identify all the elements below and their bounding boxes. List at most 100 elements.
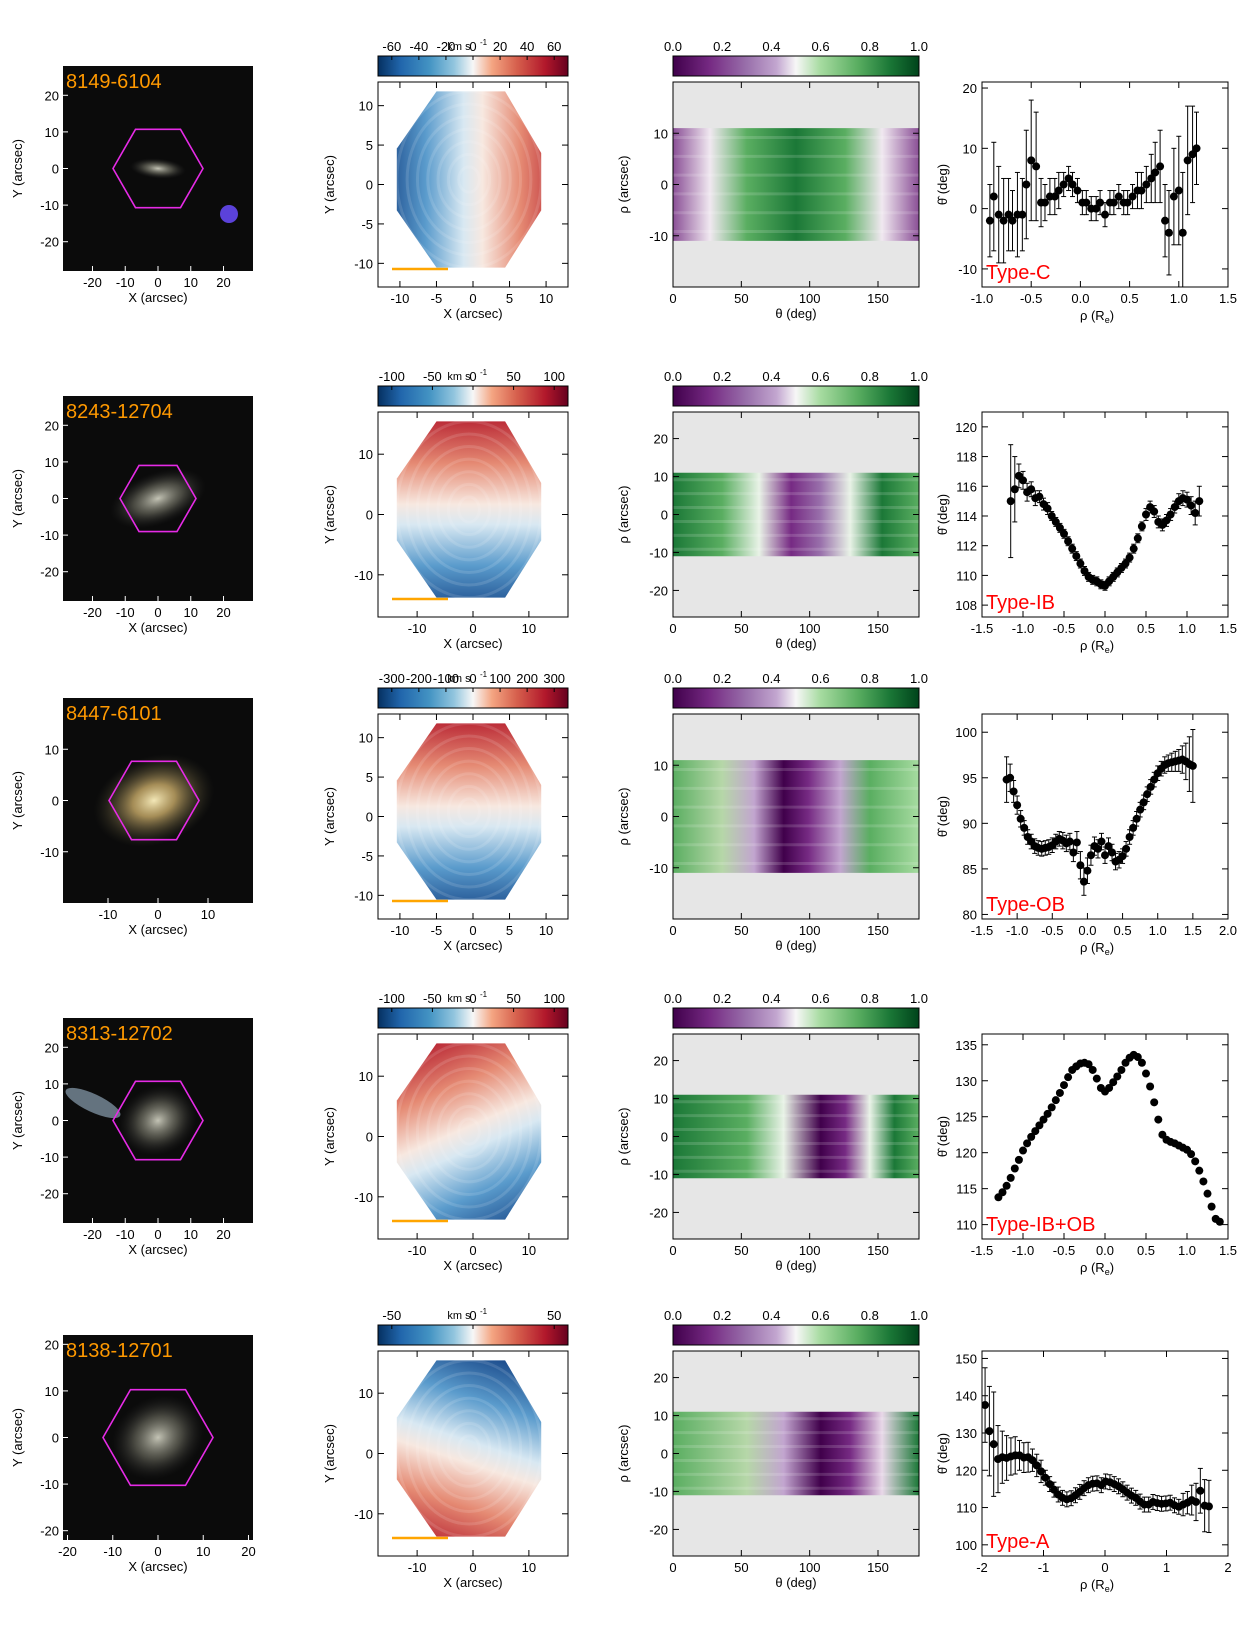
plot-frame	[981, 81, 1229, 288]
x-tick-label: -10	[408, 1243, 427, 1258]
velocity-contour	[436, 772, 502, 851]
x-tick-label: -10	[116, 275, 135, 290]
x-tick-label: 50	[734, 923, 748, 938]
velocity-contour	[457, 495, 481, 524]
foreground-star	[220, 205, 238, 223]
y-axis-label: Y (arcsec)	[322, 1107, 337, 1166]
x-axis-label: ρ (Re)	[1080, 1260, 1114, 1277]
y-axis-label: Y (arcsec)	[10, 469, 25, 528]
colorbar-unit: km s	[447, 993, 471, 1005]
colorbar-tick-label: 0.6	[812, 991, 830, 1006]
x-axis-label-close: )	[1110, 1577, 1114, 1592]
data-point	[1018, 210, 1027, 219]
type-label: Type-C	[986, 262, 1050, 284]
x-tick-label: -10	[99, 907, 118, 922]
data-point	[1035, 492, 1044, 501]
data-point	[1022, 180, 1031, 189]
x-axis-label-subscript: e	[1105, 1584, 1110, 1594]
y-tick-label: 116	[956, 479, 977, 494]
data-point	[1183, 156, 1192, 165]
data-point	[1023, 1139, 1032, 1148]
colorbar-tick-label: 60	[547, 39, 561, 54]
y-axis-label: θ̂ (deg)	[935, 164, 950, 205]
x-tick-label: 10	[539, 291, 553, 306]
colorbar-tick-label: 0.2	[713, 369, 731, 384]
y-tick-label: 110	[956, 568, 977, 583]
velocity-contour	[436, 470, 502, 549]
velocity-contour	[446, 1421, 492, 1476]
y-axis-label: Y (arcsec)	[322, 1424, 337, 1483]
colorbar-tick-label: -40	[409, 39, 428, 54]
data-point	[1047, 1103, 1056, 1112]
data-point	[1064, 537, 1073, 546]
y-tick-label: 20	[45, 418, 59, 433]
x-tick-label: 150	[867, 291, 889, 306]
x-tick-label: 20	[241, 1544, 255, 1559]
data-point	[1027, 1132, 1036, 1141]
colorbar-tick-label: 1.0	[910, 39, 928, 54]
colorbar-tick-label: -60	[382, 39, 401, 54]
data-point	[1084, 1060, 1093, 1069]
x-tick-label: -1.0	[1012, 621, 1034, 636]
data-point	[1188, 761, 1197, 770]
y-tick-label: 10	[45, 125, 59, 140]
y-tick-label: 10	[45, 1384, 59, 1399]
colorbar-tick-label: 0.0	[664, 39, 682, 54]
y-tick-label: -10	[40, 1150, 59, 1165]
data-point	[1142, 1069, 1150, 1078]
data-point	[1195, 1166, 1204, 1175]
velocity-contour	[405, 432, 533, 587]
data-point	[1161, 216, 1170, 225]
velocity-gradient	[396, 1043, 542, 1220]
data-point	[1215, 1217, 1224, 1226]
y-tick-label: 10	[654, 126, 668, 141]
velocity-contour	[415, 1067, 523, 1196]
x-tick-label: -1.5	[971, 1243, 993, 1258]
data-point	[1069, 848, 1078, 857]
x-axis-label: X (arcsec)	[128, 1559, 187, 1574]
data-point	[1076, 861, 1085, 870]
data-point	[1164, 228, 1173, 237]
data-point	[1065, 837, 1074, 846]
colorbar-tick-label: 0.4	[762, 671, 780, 686]
y-tick-label: -20	[40, 235, 59, 250]
colorbar-tick-label: 0.0	[664, 369, 682, 384]
y-tick-label: 115	[956, 1182, 977, 1197]
data-point	[1073, 186, 1082, 195]
type-label: Type-IB	[986, 592, 1055, 614]
velocity-contour	[426, 759, 512, 864]
data-point	[1147, 174, 1156, 183]
y-tick-label: 0	[661, 508, 668, 523]
y-tick-label: 20	[45, 88, 59, 103]
y-tick-label: -5	[361, 849, 373, 864]
x-tick-label: 5	[506, 923, 513, 938]
colorbar-tick-label: 0.2	[713, 671, 731, 686]
x-tick-label: -0.5	[1053, 1243, 1075, 1258]
velocity-gradient	[396, 1360, 542, 1537]
x-tick-label: -10	[391, 291, 410, 306]
velocity-contour	[446, 152, 492, 207]
colorbar-tick-label: 0.8	[861, 39, 879, 54]
x-tick-label: -10	[408, 1560, 427, 1575]
y-tick-label: -10	[354, 568, 373, 583]
x-tick-label: 50	[734, 621, 748, 636]
x-tick-label: 0	[154, 605, 161, 620]
data-point	[1183, 495, 1191, 504]
x-tick-label: 150	[867, 621, 889, 636]
data-point	[1108, 848, 1117, 857]
x-tick-label: 0	[154, 1544, 161, 1559]
map-colorbar	[672, 1324, 920, 1346]
y-tick-label: 130	[955, 1074, 977, 1089]
velocity-contour	[415, 1384, 523, 1513]
x-tick-label: 1.0	[1178, 621, 1196, 636]
colorbar-tick-label: 0	[469, 1308, 476, 1323]
data-point	[1080, 566, 1089, 575]
x-axis-label: X (arcsec)	[443, 938, 502, 953]
y-tick-label: 110	[956, 1218, 977, 1233]
data-point	[1097, 837, 1106, 846]
velocity-contour	[457, 165, 481, 194]
y-axis-label: θ̂ (deg)	[935, 1433, 950, 1474]
x-tick-label: -20	[83, 1227, 102, 1242]
x-axis-label: θ (deg)	[775, 636, 816, 651]
